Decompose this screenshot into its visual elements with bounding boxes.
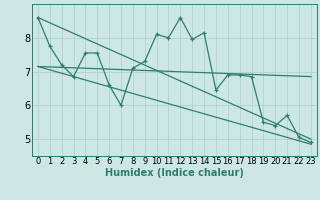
X-axis label: Humidex (Indice chaleur): Humidex (Indice chaleur) — [105, 168, 244, 178]
